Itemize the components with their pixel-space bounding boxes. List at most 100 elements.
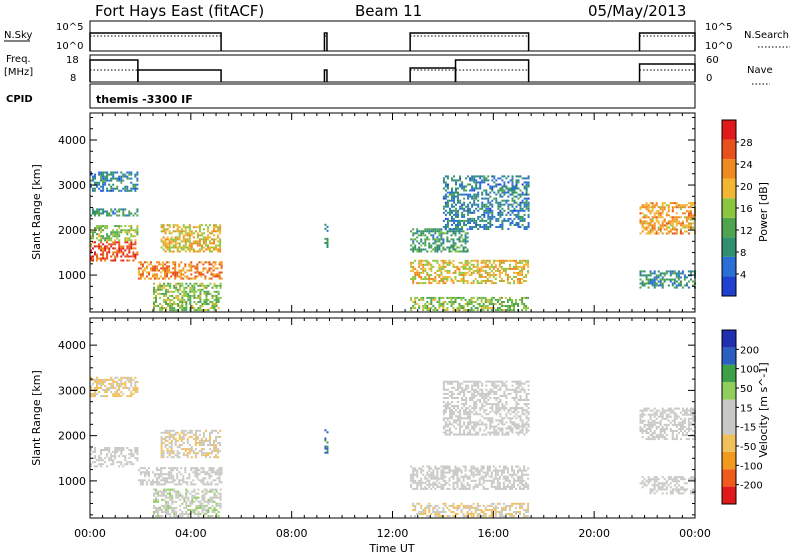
power-cell (96, 245, 98, 248)
power-cell (485, 203, 488, 206)
power-cell (523, 185, 526, 188)
power-cell (141, 273, 144, 276)
velocity-cell (157, 515, 160, 518)
velocity-cell (438, 511, 441, 513)
power-cell (213, 305, 216, 307)
power-cell (527, 269, 530, 272)
velocity-cell (470, 515, 473, 518)
velocity-cell (172, 435, 175, 438)
power-cell (96, 259, 98, 262)
nave-label: Nave (747, 65, 773, 76)
velocity-cell (215, 454, 217, 457)
power-cell (424, 238, 427, 241)
power-cell (446, 224, 449, 226)
power-cell (420, 250, 423, 253)
velocity-cell (442, 382, 445, 385)
power-cell (488, 307, 491, 309)
velocity-cell (180, 437, 183, 440)
power-cell (116, 235, 119, 238)
power-cell (130, 189, 133, 192)
velocity-cell (442, 405, 445, 408)
velocity-cell (480, 475, 483, 478)
velocity-cell (412, 481, 415, 484)
power-cell (499, 226, 502, 228)
velocity-cell (481, 407, 484, 410)
velocity-cell (170, 473, 173, 476)
velocity-cell (173, 506, 176, 509)
velocity-cell (96, 385, 98, 387)
power-cell (110, 189, 113, 192)
velocity-cell (494, 471, 497, 474)
velocity-cell (197, 511, 200, 513)
power-cell (211, 286, 214, 289)
power-cell (412, 282, 415, 285)
velocity-cell (462, 485, 465, 488)
velocity-cell (473, 403, 476, 406)
power-cell (442, 259, 445, 262)
power-cell (683, 216, 686, 219)
velocity-cell (502, 467, 505, 470)
velocity-cell (461, 417, 464, 420)
power-cell (112, 241, 115, 244)
power-cell (434, 242, 437, 245)
power-cell (444, 259, 447, 262)
velocity-cell (465, 417, 468, 420)
power-cell (416, 271, 419, 274)
power-cell (470, 298, 473, 301)
power-cell (472, 301, 475, 303)
velocity-cell (163, 504, 166, 507)
power-cell (480, 267, 483, 270)
power-cell (525, 263, 528, 266)
velocity-cell (120, 385, 123, 387)
velocity-cell (184, 429, 187, 432)
velocity-cell (513, 502, 515, 505)
velocity-cell (496, 483, 499, 486)
velocity-cell (434, 487, 437, 490)
power-cell (471, 197, 474, 200)
power-cell (483, 181, 486, 184)
power-cell (324, 223, 327, 226)
power-cell (209, 236, 211, 239)
power-cell (667, 232, 670, 235)
velocity-cell (181, 494, 184, 497)
power-cell (438, 269, 441, 272)
power-cell (146, 267, 148, 270)
velocity-cell (428, 473, 431, 476)
power-cell (468, 267, 471, 270)
power-cell (472, 305, 475, 307)
power-cell (480, 282, 483, 285)
velocity-cell (521, 506, 524, 509)
velocity-cell (470, 506, 473, 509)
power-cell (513, 209, 516, 212)
velocity-cell (464, 487, 467, 490)
power-cell (170, 242, 173, 245)
power-cell (184, 263, 187, 266)
velocity-cell (169, 492, 172, 495)
power-cell (166, 244, 169, 247)
power-cell (521, 303, 524, 305)
velocity-cell (446, 405, 449, 408)
velocity-cell (449, 409, 451, 412)
power-cell (454, 234, 457, 237)
velocity-cell (102, 449, 105, 451)
power-cell (162, 224, 165, 227)
power-cell (106, 212, 109, 215)
velocity-cell (459, 382, 462, 385)
power-cell (180, 273, 183, 276)
velocity-cell (174, 433, 177, 436)
power-cell (164, 269, 167, 272)
velocity-cell (476, 509, 479, 511)
velocity-cell (205, 511, 208, 513)
power-cell (655, 216, 658, 219)
velocity-cell (205, 500, 208, 503)
power-cell (161, 307, 164, 309)
velocity-cell (100, 449, 103, 451)
velocity-cell (481, 390, 484, 393)
velocity-cell (457, 423, 459, 426)
power-cell (462, 246, 465, 249)
velocity-cell (475, 431, 478, 434)
power-cell (651, 202, 654, 205)
power-cell (456, 230, 459, 233)
velocity-cell (106, 387, 109, 389)
power-cell (641, 282, 644, 285)
